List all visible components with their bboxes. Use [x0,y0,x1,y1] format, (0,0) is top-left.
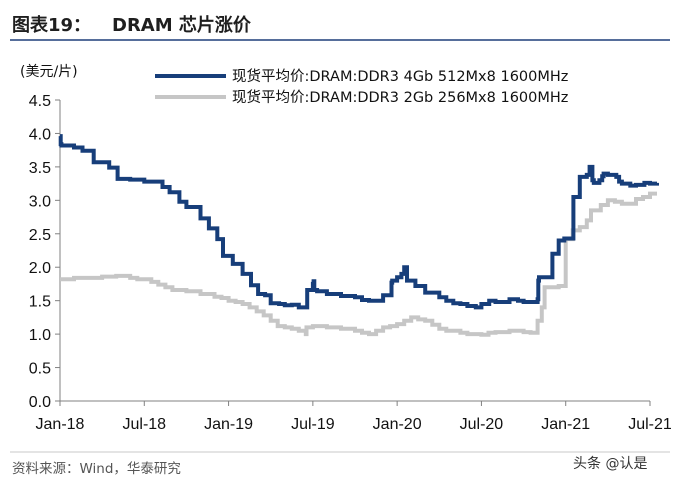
y-tick-label: 4.0 [29,126,51,143]
y-tick-label: 0.5 [29,361,51,378]
y-tick-label: 4.5 [29,93,51,110]
legend-label-2gb: 现货平均价:DRAM:DDR3 2Gb 256Mx8 1600MHz [232,89,568,106]
x-tick-label: Jul-19 [291,416,335,433]
y-unit-label: (美元/片) [20,64,78,80]
x-tick-label: Jul-20 [460,416,504,433]
y-tick-label: 0.0 [29,394,51,411]
x-tick-label: Jan-21 [541,416,590,433]
x-tick-label: Jul-21 [628,416,672,433]
x-ticks: Jan-18 Jul-18 Jan-19 Jul-19 Jan-20 Jul-20 Jan-… [36,401,672,433]
y-tick-label: 2.5 [29,227,51,244]
x-tick-label: Jul-18 [122,416,166,433]
y-tick-label: 1.0 [29,327,51,344]
y-tick-label: 2.0 [29,260,51,277]
y-tick-label: 3.0 [29,193,51,210]
axes [59,100,650,402]
legend-label-4gb: 现货平均价:DRAM:DDR3 4Gb 512Mx8 1600MHz [232,68,568,85]
y-tick-label: 3.5 [29,160,51,177]
x-tick-label: Jan-20 [373,416,422,433]
figure-label: 图表19： [12,14,91,36]
source-note: 资料来源：Wind，华泰研究 [12,461,181,477]
series-line-2gb [60,191,657,337]
y-ticks: 0.0 0.5 1.0 1.5 2.0 2.5 3.0 3.5 4.0 4.5 [29,93,60,411]
y-tick-label: 1.5 [29,294,51,311]
x-tick-label: Jan-18 [36,416,85,433]
watermark: 头条 @认是 [573,455,647,472]
x-tick-label: Jan-19 [204,416,253,433]
series-line-4gb [58,134,659,310]
figure-title: DRAM 芯片涨价 [112,14,252,36]
